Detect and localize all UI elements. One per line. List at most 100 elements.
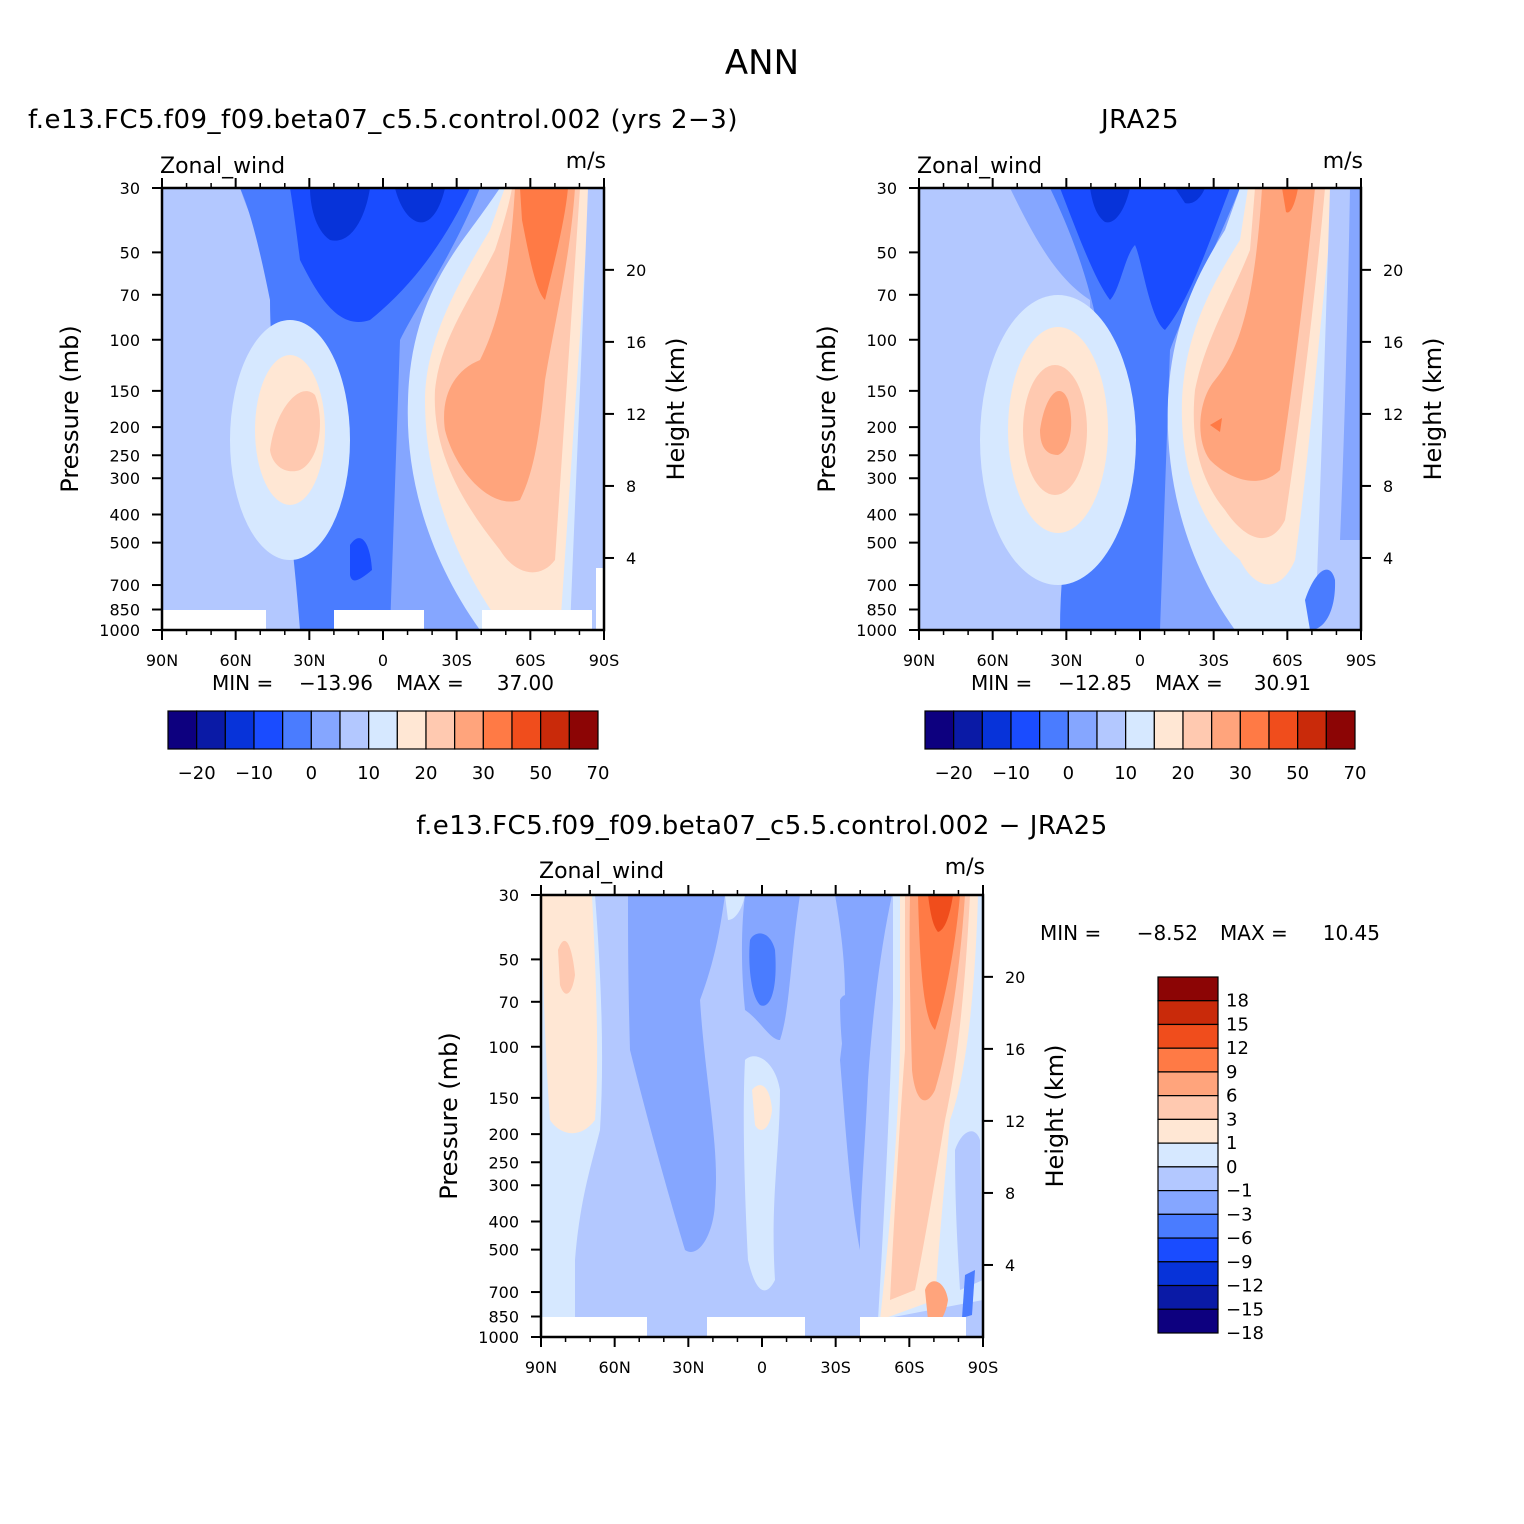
y-tick-label: 250	[109, 446, 140, 465]
colorbar-swatch	[1157, 1189, 1219, 1215]
diff-panel: Zonal_wind m/s	[435, 855, 1380, 1377]
height-tick-label: 12	[626, 405, 646, 424]
height-tick-label: 4	[1005, 1256, 1015, 1275]
colorbar-swatch	[1157, 1000, 1219, 1026]
obs-max-value: 30.91	[1254, 671, 1311, 695]
colorbar-label: 6	[1226, 1086, 1237, 1107]
y-tick-label: 200	[866, 418, 897, 437]
height-tick-label: 20	[1005, 968, 1025, 987]
y-tick-label: 70	[877, 286, 897, 305]
obs-max-label: MAX =	[1155, 671, 1223, 695]
height-tick-label: 12	[1005, 1112, 1025, 1131]
model-variable-label: Zonal_wind	[160, 154, 285, 179]
colorbar-swatch	[1157, 1023, 1219, 1049]
colorbar-swatch	[1157, 1261, 1219, 1287]
colorbar-swatch	[1157, 1095, 1219, 1120]
y-tick-label: 50	[499, 950, 519, 969]
y-tick-label: 700	[488, 1283, 519, 1302]
colorbar-label: 10	[357, 763, 380, 784]
colorbar-swatch	[1211, 710, 1241, 750]
colorbar-swatch	[1153, 710, 1184, 750]
y-tick-label: 150	[109, 382, 140, 401]
y-tick-label: 30	[499, 886, 519, 905]
obs-variable-label: Zonal_wind	[917, 154, 1042, 179]
colorbar-swatch	[1239, 710, 1270, 750]
x-tick-label: 90N	[903, 651, 935, 670]
colorbar-label: −10	[235, 763, 273, 784]
y-tick-label: 1000	[99, 621, 140, 640]
y-tick-label: 100	[109, 331, 140, 350]
colorbar-swatch	[253, 710, 284, 750]
colorbar-label: 9	[1226, 1062, 1237, 1083]
x-tick-label: 90S	[1346, 651, 1377, 670]
y-tick-label: 300	[866, 469, 897, 488]
y-tick-label: 300	[109, 469, 140, 488]
y-tick-label: 850	[866, 601, 897, 620]
model-panel: Zonal_wind m/s 90N 60N 30N 0 30S 60S 90S 30	[56, 149, 690, 784]
x-tick-label: 60N	[599, 1358, 631, 1377]
y-tick-label: 1000	[478, 1328, 519, 1347]
y-tick-label: 150	[488, 1089, 519, 1108]
colorbar-swatch	[1157, 1237, 1219, 1263]
colorbar-label: −3	[1226, 1204, 1253, 1225]
y-tick-label: 700	[866, 576, 897, 595]
colorbar-swatch	[396, 710, 427, 750]
colorbar-label: −10	[992, 763, 1030, 784]
model-contour-field	[162, 188, 604, 630]
colorbar-swatch	[1096, 710, 1127, 750]
height-tick-label: 16	[1383, 333, 1403, 352]
colorbar-label: 20	[415, 763, 438, 784]
colorbar-swatch	[1067, 710, 1098, 750]
colorbar-swatch	[224, 710, 255, 750]
x-tick-label: 60S	[1272, 651, 1303, 670]
y-tick-label: 70	[499, 993, 519, 1012]
x-tick-label: 90N	[525, 1358, 557, 1377]
y-tick-label: 50	[877, 243, 897, 262]
y-tick-label: 400	[109, 506, 140, 525]
colorbar-swatch	[1157, 1213, 1219, 1239]
diff-min-label: MIN =	[1040, 921, 1101, 945]
diff-ylabel: Pressure (mb)	[435, 1032, 463, 1199]
colorbar-swatch	[1010, 710, 1041, 750]
diff-units-label: m/s	[945, 855, 985, 880]
x-tick-label: 0	[378, 651, 388, 670]
y-tick-label: 50	[120, 243, 140, 262]
colorbar-swatch	[1297, 710, 1327, 750]
colorbar-swatch	[511, 710, 542, 750]
colorbar-label: −20	[178, 763, 216, 784]
x-tick-label: 60S	[894, 1358, 925, 1377]
model-min-value: −13.96	[299, 671, 373, 695]
y-tick-label: 700	[109, 576, 140, 595]
obs-panel: Zonal_wind m/s 90N 60N 30N 0 30S 60S 90S 30 50 70…	[813, 149, 1447, 784]
y-tick-label: 30	[120, 179, 140, 198]
x-tick-label: 30N	[293, 651, 325, 670]
colorbar-label: 50	[1286, 763, 1309, 784]
x-tick-label: 60S	[515, 651, 546, 670]
model-units-label: m/s	[566, 149, 606, 174]
height-tick-label: 8	[1005, 1184, 1015, 1203]
x-tick-label: 30N	[672, 1358, 704, 1377]
model-ylabel-right: Height (km)	[662, 338, 690, 481]
x-tick-label: 60N	[977, 651, 1009, 670]
figure-title: ANN	[725, 43, 799, 83]
y-tick-label: 400	[866, 506, 897, 525]
diff-panel-title: f.e13.FC5.f09_f09.beta07_c5.5.control.00…	[416, 811, 1108, 841]
colorbar-swatch	[1157, 1284, 1219, 1310]
colorbar-label: 70	[1344, 763, 1367, 784]
diff-max-value: 10.45	[1323, 921, 1380, 945]
height-tick-label: 20	[626, 261, 646, 280]
x-tick-label: 30S	[441, 651, 472, 670]
colorbar-swatch	[282, 710, 312, 750]
colorbar-label: 50	[529, 763, 552, 784]
colorbar-label: −20	[935, 763, 973, 784]
colorbar-label: 1	[1226, 1133, 1237, 1154]
obs-ylabel: Pressure (mb)	[813, 325, 841, 492]
obs-units-label: m/s	[1323, 149, 1363, 174]
x-tick-label: 30S	[820, 1358, 851, 1377]
colorbar-label: 30	[1229, 763, 1252, 784]
colorbar-swatch	[1325, 710, 1356, 750]
y-tick-label: 500	[109, 534, 140, 553]
model-max-label: MAX =	[396, 671, 464, 695]
colorbar-swatch	[1157, 1166, 1219, 1192]
y-tick-label: 850	[488, 1308, 519, 1327]
